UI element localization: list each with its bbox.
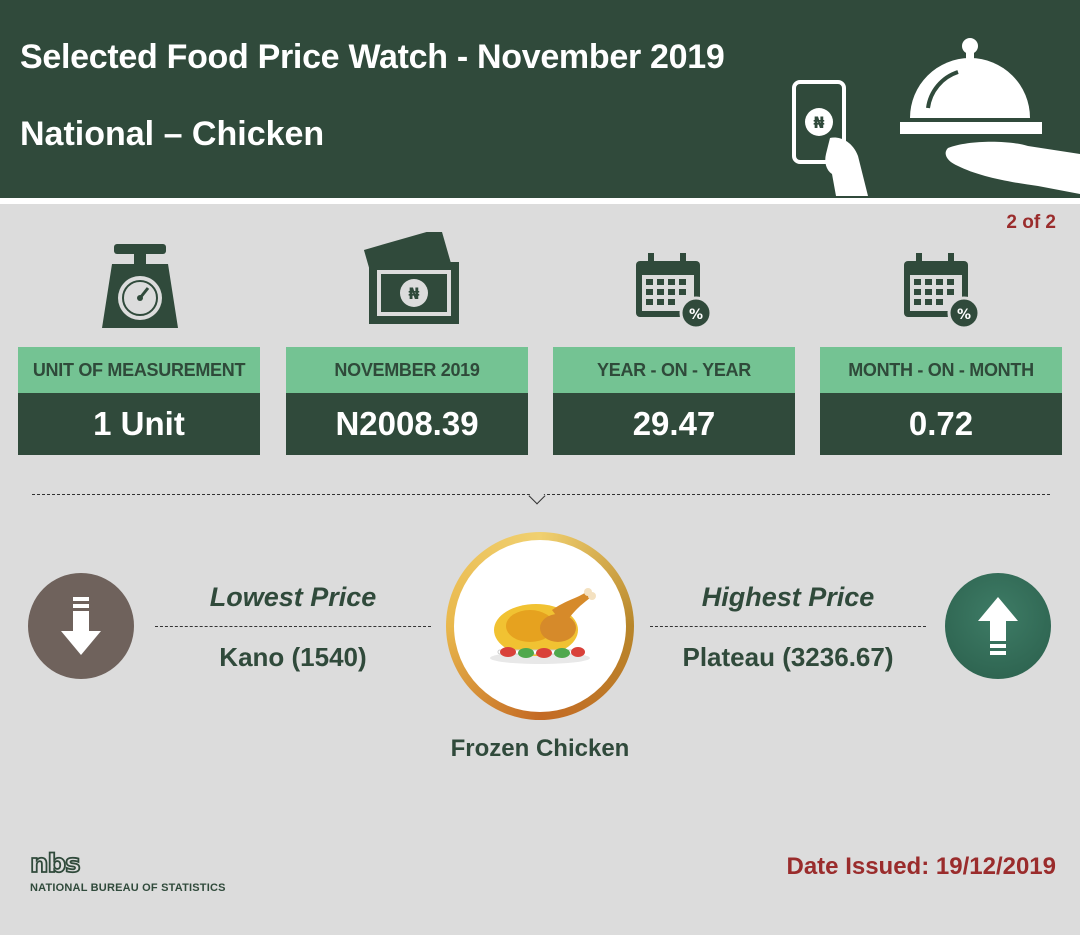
card-year-on-year: YEAR - ON - YEAR 29.47 bbox=[553, 347, 795, 455]
lowest-price-title: Lowest Price bbox=[209, 582, 377, 612]
lowest-price-badge bbox=[28, 573, 134, 679]
calendar-percent-icon: % bbox=[904, 253, 981, 329]
card-label: NOVEMBER 2019 bbox=[286, 347, 528, 393]
card-value: N2008.39 bbox=[286, 393, 528, 455]
card-value: 0.72 bbox=[820, 393, 1062, 455]
page-indicator: 2 of 2 bbox=[1006, 212, 1056, 233]
header-banner: Selected Food Price Watch - November 201… bbox=[0, 0, 1080, 198]
calendar-percent-icon: % bbox=[636, 253, 713, 329]
card-value: 29.47 bbox=[553, 393, 795, 455]
arrow-up-icon bbox=[978, 597, 1018, 655]
highest-price-value: Plateau (3236.67) bbox=[682, 642, 894, 672]
lowest-price-value: Kano (1540) bbox=[219, 642, 367, 672]
weighing-scale-icon bbox=[102, 244, 178, 328]
card-value: 1 Unit bbox=[18, 393, 260, 455]
page-title: Selected Food Price Watch - November 201… bbox=[20, 38, 725, 76]
organization-name: NATIONAL BUREAU OF STATISTICS bbox=[30, 882, 226, 894]
highest-price-divider bbox=[650, 626, 926, 627]
svg-text:%: % bbox=[957, 307, 971, 323]
svg-text:₦: ₦ bbox=[408, 284, 419, 303]
card-month-on-month: MONTH - ON - MONTH 0.72 bbox=[820, 347, 1062, 455]
card-label: MONTH - ON - MONTH bbox=[820, 347, 1062, 393]
card-unit-of-measurement: UNIT OF MEASUREMENT 1 Unit bbox=[18, 347, 260, 455]
nbs-logo-text: nbs bbox=[30, 849, 80, 879]
naira-banknotes-icon: ₦ bbox=[363, 232, 459, 324]
svg-text:₦: ₦ bbox=[813, 113, 824, 132]
product-name: Frozen Chicken bbox=[450, 735, 630, 762]
page-subtitle: National – Chicken bbox=[20, 115, 325, 153]
hand-phone-naira-icon: ₦ bbox=[792, 80, 868, 196]
card-november-2019: NOVEMBER 2019 N2008.39 bbox=[286, 347, 528, 455]
date-issued: Date Issued: 19/12/2019 bbox=[786, 853, 1057, 880]
product-circle bbox=[454, 540, 626, 712]
svg-text:%: % bbox=[689, 307, 703, 323]
card-label: UNIT OF MEASUREMENT bbox=[18, 347, 260, 393]
highest-price-title: Highest Price bbox=[701, 582, 875, 612]
arrow-down-icon bbox=[61, 597, 101, 655]
product-ring bbox=[446, 532, 634, 720]
highest-price-badge bbox=[945, 573, 1051, 679]
serving-cloche-icon bbox=[900, 38, 1080, 194]
roast-chicken-icon bbox=[490, 588, 596, 664]
card-label: YEAR - ON - YEAR bbox=[553, 347, 795, 393]
lowest-price-divider bbox=[155, 626, 431, 627]
nbs-logo: nbs bbox=[29, 848, 82, 880]
